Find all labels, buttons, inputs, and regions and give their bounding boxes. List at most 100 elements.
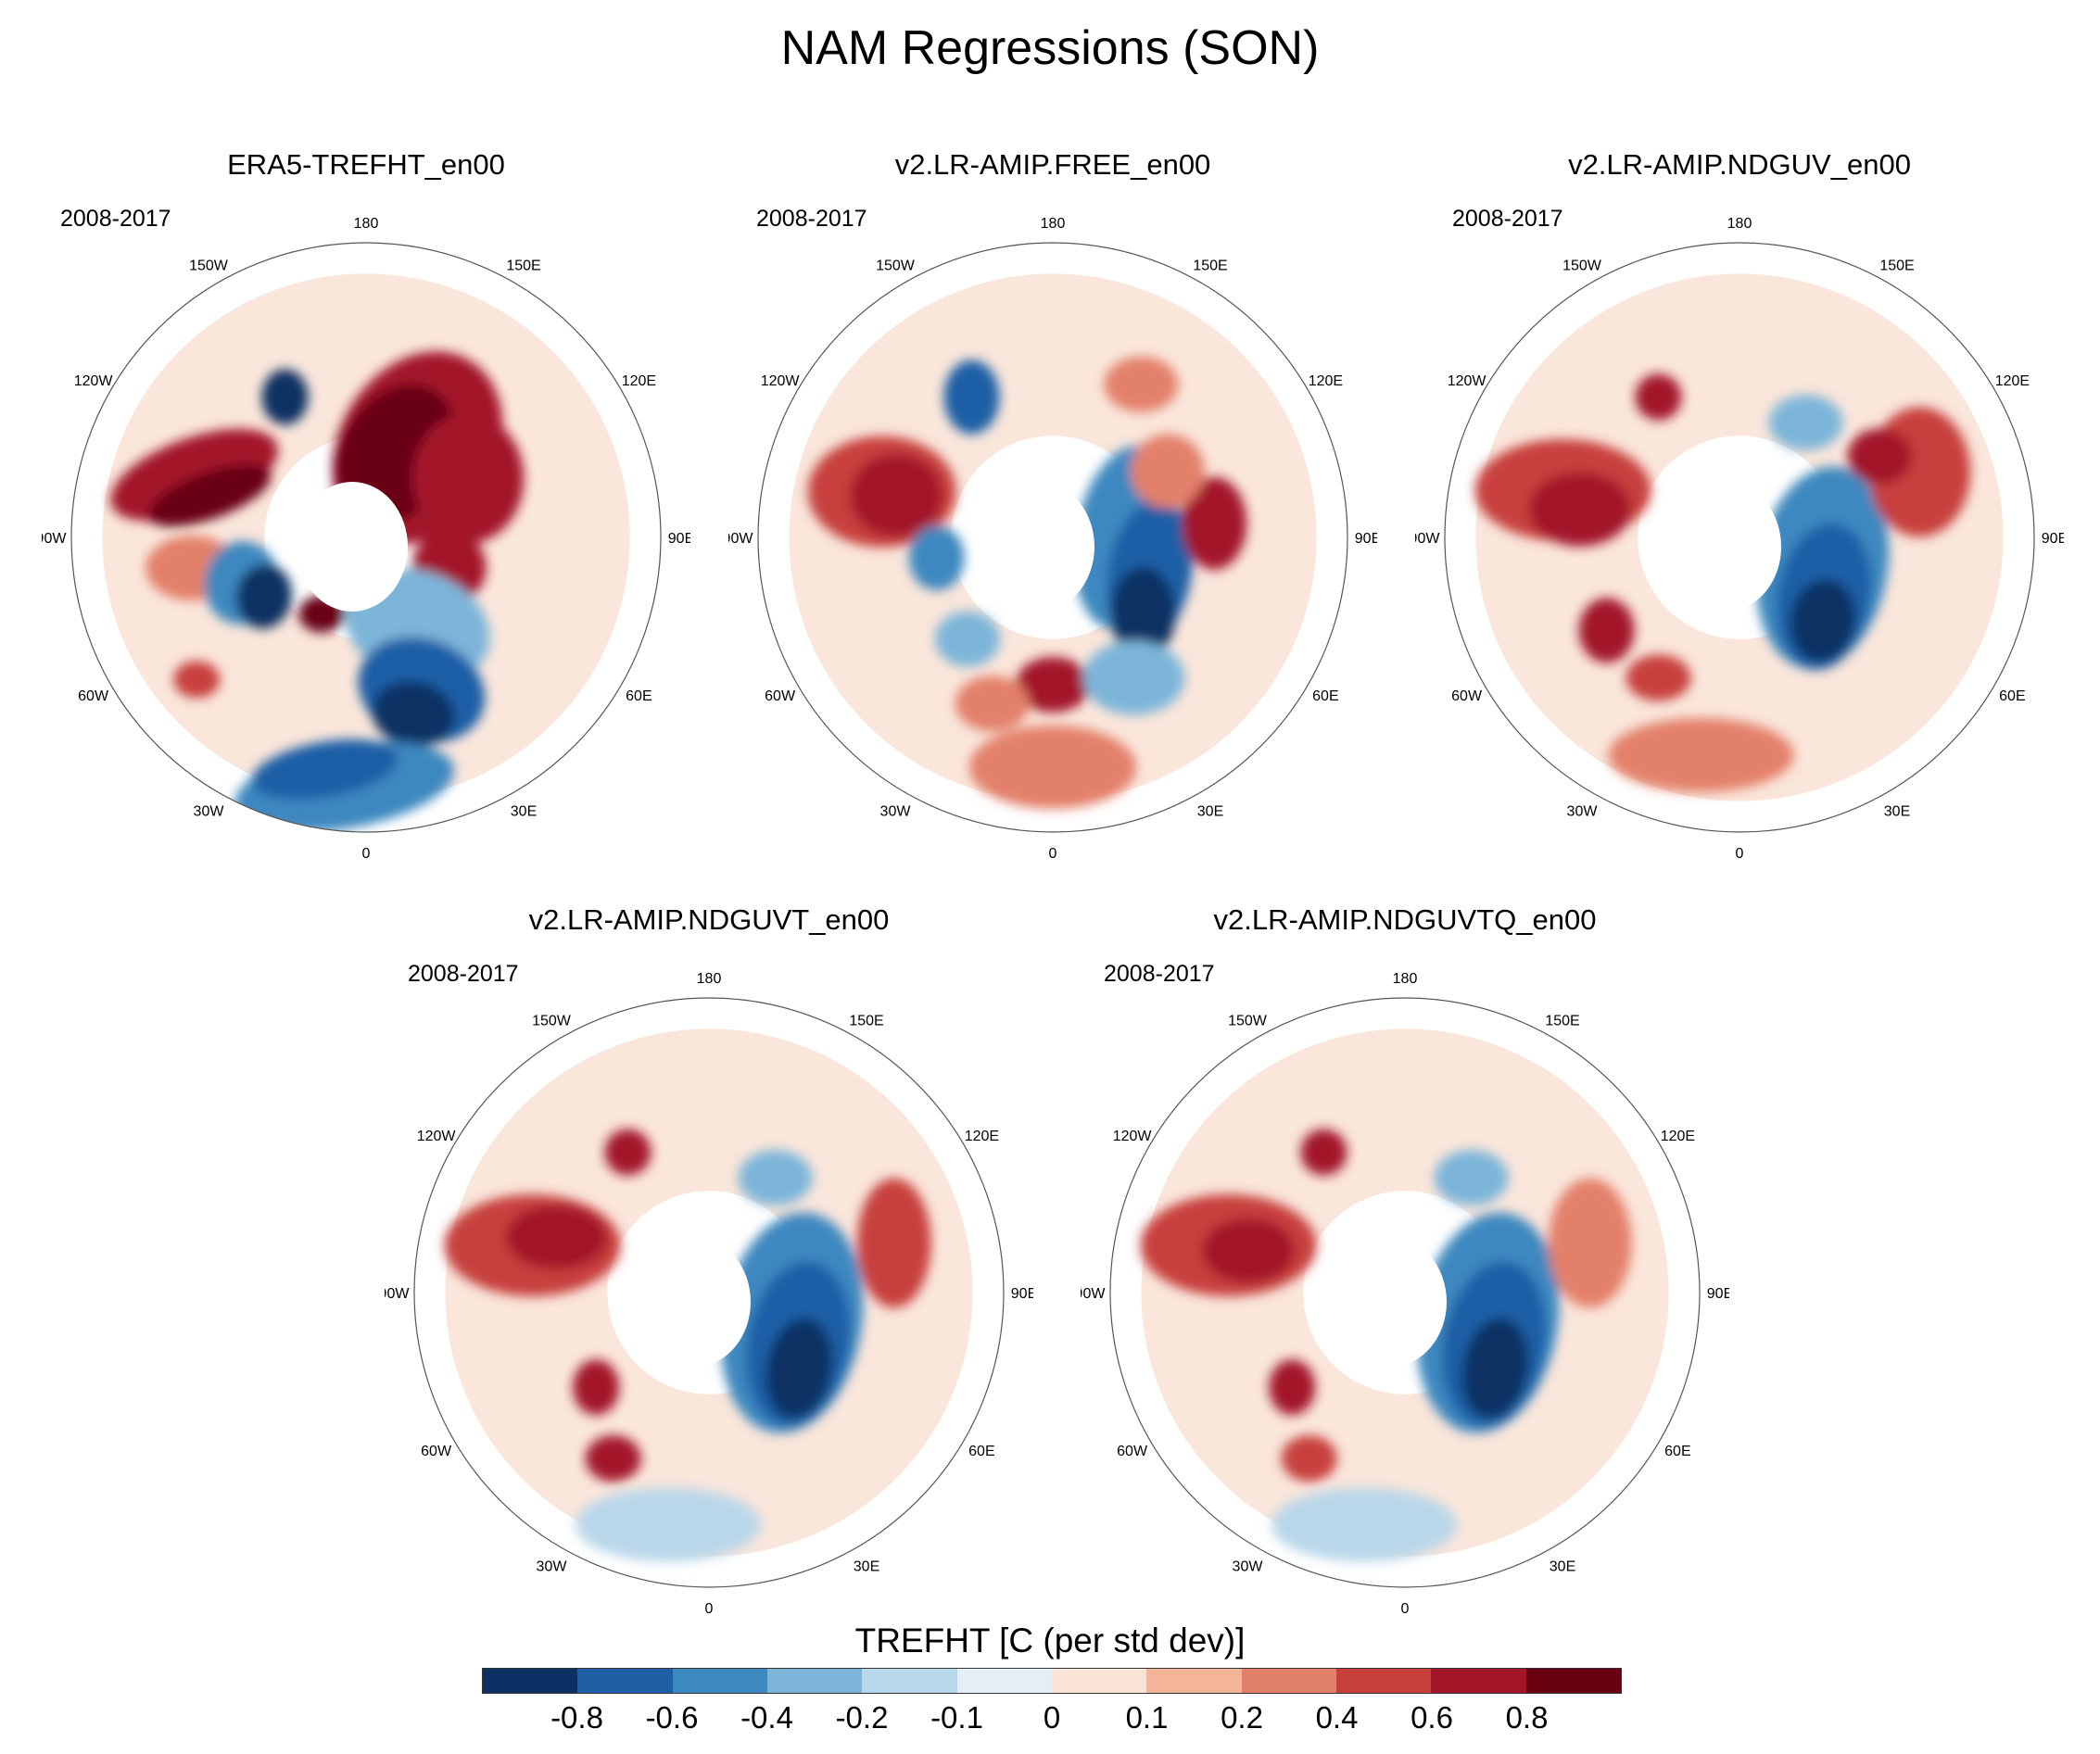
longitude-label: 90E <box>2042 531 2064 547</box>
longitude-label: 150W <box>189 259 229 274</box>
colorbar-tick-label: -0.1 <box>930 1700 983 1735</box>
arctic-ocean <box>639 1237 751 1367</box>
longitude-label: 30E <box>511 803 537 819</box>
map-field <box>1445 243 2034 832</box>
polar-map: 180 150E 120E 90E 60E 30E 0 30W 60W 90W 120W 150W <box>1415 216 2064 862</box>
anomaly-region <box>261 369 309 425</box>
longitude-label: 0 <box>362 846 371 862</box>
longitude-label: 120W <box>74 373 114 389</box>
anomaly-region <box>1461 1318 1529 1420</box>
anomaly-region <box>1281 1435 1337 1482</box>
anomaly-region <box>943 360 1000 435</box>
longitude-label: 60E <box>1664 1444 1690 1459</box>
longitude-label: 120W <box>417 1129 457 1144</box>
period-label: 2008-2017 <box>60 206 171 232</box>
colorbar <box>482 1668 1622 1694</box>
colorbar-swatch <box>672 1669 767 1693</box>
colorbar-swatch <box>1051 1669 1147 1693</box>
anomaly-region <box>1202 1218 1296 1283</box>
longitude-label: 30W <box>194 803 225 819</box>
anomaly-region <box>1130 434 1205 509</box>
longitude-label: 120E <box>965 1129 999 1144</box>
anomaly-region <box>1608 717 1794 792</box>
panel-ndguv: v2.LR-AMIP.NDGUV_en00 2008-2017 180 150E 1… <box>1415 148 2064 871</box>
map-field <box>71 243 661 832</box>
panel-title: v2.LR-AMIP.NDGUVTQ_en00 <box>1213 903 1597 936</box>
longitude-label: 180 <box>1727 216 1752 232</box>
anomaly-region <box>908 525 965 591</box>
longitude-label: 60W <box>421 1444 452 1459</box>
anomaly-region <box>738 1150 813 1206</box>
anomaly-region <box>969 726 1136 809</box>
map-field <box>758 243 1347 832</box>
colorbar-swatch <box>956 1669 1052 1693</box>
polar-map: 180 150E 120E 90E 60E 30E 0 30W 60W 90W 120W 150W <box>385 971 1033 1617</box>
panel-title: ERA5-TREFHT_en00 <box>227 148 505 181</box>
anomaly-region <box>251 738 398 801</box>
anomaly-region <box>604 1129 652 1176</box>
anomaly-region <box>765 1318 833 1420</box>
map-boundary <box>1109 997 1701 1588</box>
anomaly-region <box>856 1178 931 1308</box>
anomaly-region <box>575 1487 761 1562</box>
colorbar-swatch <box>862 1669 957 1693</box>
anomaly-region <box>1434 1150 1509 1206</box>
period-label: 2008-2017 <box>1452 206 1563 232</box>
colorbar-tick-label: 0.1 <box>1125 1700 1169 1735</box>
colorbar-swatch <box>483 1669 578 1693</box>
longitude-label: 120E <box>1309 373 1343 389</box>
longitude-label: 120E <box>1995 373 2030 389</box>
longitude-label: 150W <box>532 1014 572 1029</box>
longitude-label: 60W <box>78 688 109 704</box>
colorbar-tick-label: -0.2 <box>835 1700 889 1735</box>
anomaly-region <box>147 464 272 527</box>
longitude-label: 120W <box>1113 1129 1153 1144</box>
longitude-label: 150E <box>1193 259 1227 274</box>
longitude-label: 90E <box>1011 1286 1033 1302</box>
anomaly-region <box>235 563 292 629</box>
colorbar-tick-label: 0.4 <box>1315 1700 1359 1735</box>
anomaly-region <box>1104 356 1179 412</box>
longitude-label: 150E <box>506 259 540 274</box>
anomaly-region <box>573 1359 620 1416</box>
longitude-label: 150E <box>1879 259 1914 274</box>
longitude-label: 150W <box>1228 1014 1268 1029</box>
polar-map: 180 150E 120E 90E 60E 30E 0 30W 60W 90W 120W 150W <box>42 216 690 862</box>
longitude-label: 30W <box>1233 1558 1264 1574</box>
longitude-label: 150E <box>1545 1014 1579 1029</box>
anomaly-region <box>412 413 525 544</box>
colorbar-swatch <box>1525 1669 1621 1693</box>
anomaly-region <box>505 1205 608 1270</box>
anomaly-region <box>173 661 221 699</box>
longitude-label: 0 <box>1049 846 1057 862</box>
anomaly-region <box>1182 476 1247 570</box>
anomaly-region <box>1578 598 1635 663</box>
anomaly-region <box>1768 395 1843 451</box>
arctic-ocean <box>297 482 408 612</box>
anomaly-region <box>1790 579 1856 662</box>
map-field <box>1110 998 1700 1587</box>
anomaly-region <box>1269 1359 1316 1416</box>
colorbar-swatch <box>1146 1669 1242 1693</box>
longitude-label: 90E <box>1355 531 1377 547</box>
panel-ndguvt: v2.LR-AMIP.NDGUVT_en00 2008-2017 180 150E… <box>385 903 1033 1626</box>
longitude-label: 150E <box>849 1014 883 1029</box>
anomaly-region <box>585 1435 641 1482</box>
colorbar-tick-label: 0.2 <box>1221 1700 1263 1735</box>
longitude-label: 90E <box>1707 1286 1729 1302</box>
colorbar-tick-label: 0.6 <box>1411 1700 1453 1735</box>
anomaly-region <box>110 428 279 522</box>
panel-title: v2.LR-AMIP.FREE_en00 <box>894 148 1211 181</box>
longitude-label: 0 <box>1736 846 1744 862</box>
longitude-label: 60E <box>626 688 652 704</box>
polar-map: 180 150E 120E 90E 60E 30E 0 30W 60W 90W 120W 150W <box>728 216 1377 862</box>
longitude-label: 30E <box>1550 1558 1575 1574</box>
longitude-label: 150W <box>876 259 916 274</box>
colorbar-labels: -0.8 -0.6 -0.4 -0.2 -0.1 0 0.1 0.2 0.4 0.6 0.8 <box>482 1700 1622 1737</box>
longitude-label: 180 <box>697 971 722 987</box>
map-field <box>414 998 1004 1587</box>
longitude-label: 60E <box>968 1444 994 1459</box>
anomaly-region <box>1016 657 1090 713</box>
map-boundary <box>70 242 662 833</box>
panel-free: v2.LR-AMIP.FREE_en00 2008-2017 180 150E 12… <box>728 148 1377 871</box>
